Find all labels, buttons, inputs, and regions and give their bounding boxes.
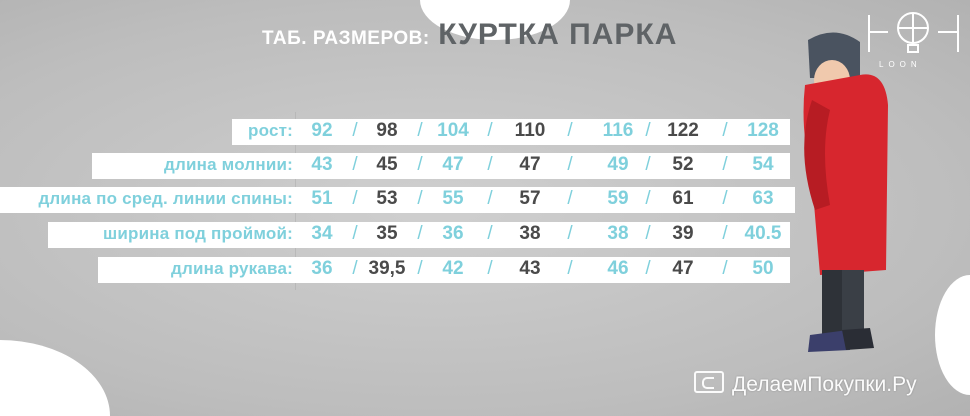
size-value: 63 [752,188,774,209]
size-value: 92 [311,120,333,141]
size-value: 54 [752,154,774,175]
separator: / [567,258,573,279]
separator: / [722,188,728,209]
product-name: КУРТКА ПАРКА [438,18,678,51]
size-value: 43 [519,258,541,279]
separator: / [487,223,493,244]
size-value: 53 [376,188,398,209]
separator: / [645,120,651,141]
separator: / [645,223,651,244]
separator: / [352,258,358,279]
size-value: 52 [672,154,694,175]
separator: / [352,120,358,141]
size-value: 43 [311,154,333,175]
size-value: 38 [519,223,541,244]
separator: / [722,223,728,244]
separator: / [487,258,493,279]
row-label: длина молнии: [163,155,293,174]
separator: / [645,188,651,209]
row-label: длина рукава: [170,259,293,278]
size-value: 49 [607,154,629,175]
separator: / [487,154,493,175]
separator: / [417,258,423,279]
separator: / [417,223,423,244]
watermark-text: ДелаемПокупки.Ру [732,373,917,396]
table-row: длина молнии: 43 / 45 / 47 / 47 / 49 / 52 / 54 [92,153,790,179]
separator: / [417,154,423,175]
watermark-logo-icon [694,371,724,393]
table-row: ширина под проймой: 34 / 35 / 36 / 38 / 38 / 39 / 40.… [48,222,790,248]
size-value: 38 [607,223,629,244]
decor-circle-right [935,275,970,395]
size-value: 104 [437,120,469,141]
title-prefix: ТАБ. РАЗМЕРОВ: [262,28,430,49]
size-value: 45 [376,154,398,175]
separator: / [417,120,423,141]
separator: / [567,188,573,209]
child-photo [803,32,888,352]
decor-circle-bottom-left [0,340,110,416]
size-value: 50 [752,258,774,279]
size-value: 47 [442,154,464,175]
size-value: 55 [442,188,464,209]
size-value: 39,5 [368,258,406,279]
row-label: ширина под проймой: [103,224,293,243]
separator: / [722,154,728,175]
size-value: 116 [602,120,634,141]
size-value: 47 [672,258,694,279]
table-row: длина по сред. линии спины: 51 / 53 / 55 / 57 / 5… [0,187,795,213]
size-value: 59 [607,188,629,209]
size-value: 47 [519,154,541,175]
row-label: длина по сред. линии спины: [38,189,293,208]
separator: / [567,154,573,175]
separator: / [567,223,573,244]
separator: / [567,120,573,141]
size-value: 57 [519,188,541,209]
size-value: 61 [672,188,694,209]
separator: / [487,188,493,209]
table-row: длина рукава: 36 / 39,5 / 42 / 43 / 46 / 47 / 50 [98,257,790,283]
separator: / [722,258,728,279]
size-value: 51 [311,188,333,209]
size-value: 36 [311,258,333,279]
separator: / [487,120,493,141]
separator: / [722,120,728,141]
size-value: 98 [376,120,398,141]
size-value: 122 [667,120,699,141]
separator: / [645,258,651,279]
size-value: 46 [607,258,629,279]
size-value: 36 [442,223,464,244]
separator: / [417,188,423,209]
size-value: 35 [376,223,398,244]
logo-text: LOON [879,60,922,69]
size-value: 110 [514,120,546,141]
separator: / [645,154,651,175]
brand-logo: LOON [866,10,961,72]
size-value: 34 [311,223,333,244]
balloon-logo-icon [868,12,959,53]
separator: / [352,223,358,244]
row-label: рост: [248,121,293,140]
size-value: 128 [747,120,779,141]
size-value: 42 [442,258,464,279]
size-value: 39 [672,223,694,244]
table-row: рост: 92 / 98 / 104 / 110 / 116 / 122 / 128 [232,119,790,145]
page-title: ТАБ. РАЗМЕРОВ: КУРТКА ПАРКА [262,18,677,52]
separator: / [352,188,358,209]
separator: / [352,154,358,175]
watermark: ДелаемПокупки.Ру [694,371,917,397]
size-value: 40.5 [744,223,782,244]
